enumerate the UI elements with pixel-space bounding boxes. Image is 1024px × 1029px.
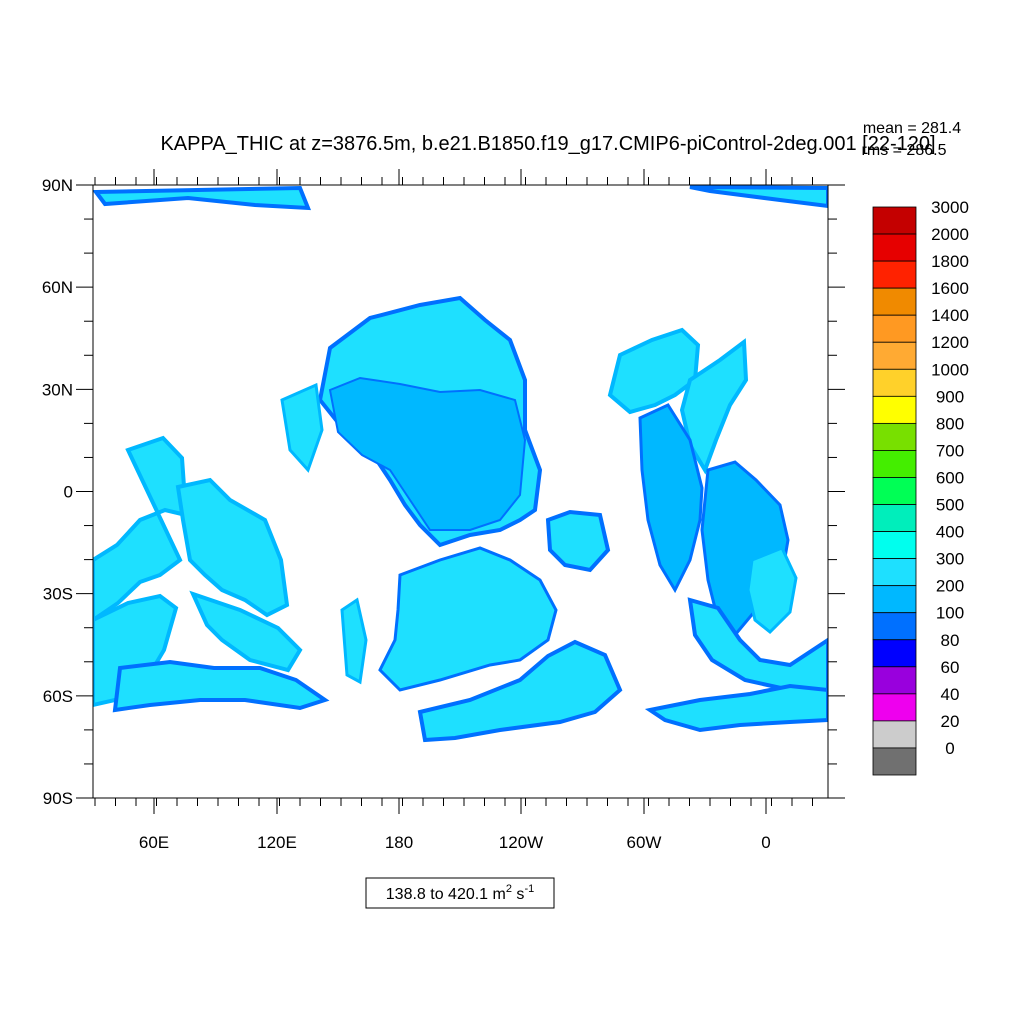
colorbar-swatch <box>872 233 917 262</box>
colorbar-label: 100 <box>936 604 964 623</box>
x-tick-label: 180 <box>385 833 413 852</box>
x-tick-label: 120E <box>257 833 297 852</box>
south-atlantic <box>687 597 828 703</box>
colorbar-label: 60 <box>941 658 960 677</box>
colorbar-label: 20 <box>941 712 960 731</box>
y-tick-label: 90S <box>43 789 73 808</box>
range-label: 138.8 to 420.1 m2 s-1 <box>365 877 555 909</box>
colorbar-label: 80 <box>941 631 960 650</box>
pacific-south-small <box>340 597 368 685</box>
colorbar-swatch <box>872 450 917 478</box>
x-tick-label: 0 <box>761 833 770 852</box>
y-tick-label: 30S <box>43 585 73 604</box>
mean-text: mean = 281.4 <box>863 120 961 137</box>
colorbar-swatch <box>872 693 917 722</box>
west-atlantic <box>638 403 704 594</box>
colorbar-swatch <box>872 314 917 343</box>
colorbar-swatch <box>872 368 917 397</box>
colorbar-swatch <box>872 422 917 451</box>
colorbar-swatch <box>872 504 917 532</box>
colorbar-label: 1600 <box>931 279 969 298</box>
atlantic-ridge-strip <box>679 338 749 475</box>
arctic-right-strip <box>689 185 828 209</box>
colorbar-label: 300 <box>936 550 964 569</box>
colorbar-swatch <box>872 287 917 316</box>
arctic-left-strip <box>93 185 312 211</box>
range-text: 138.8 to 420.1 m2 s-1 <box>386 883 534 903</box>
colorbar-swatch <box>872 720 917 749</box>
east-pacific-basin <box>545 509 611 573</box>
colorbar-label: 1800 <box>931 252 969 271</box>
colorbar-label: 700 <box>936 441 964 460</box>
colorbar-swatch <box>872 477 917 505</box>
y-ticks: 90N 60N 30N 0 30S 60S 90S <box>42 176 845 808</box>
southern-ocean-australia <box>112 659 330 713</box>
y-tick-label: 60S <box>43 687 73 706</box>
east-atlantic-south-basin <box>746 546 798 635</box>
chart-title: KAPPA_THIC at z=3876.5m, b.e21.B1850.f19… <box>160 133 935 155</box>
colorbar-label: 40 <box>941 685 960 704</box>
north-atlantic <box>607 327 701 415</box>
map-panel: 60E 120E 180 120W 60W 0 90N 60N 30N 0 30S 60S 90S <box>42 169 845 852</box>
colorbar-label: 2000 <box>931 225 969 244</box>
y-tick-label: 90N <box>42 176 73 195</box>
colorbar-label: 1200 <box>931 333 969 352</box>
southern-ocean-pacific <box>417 639 623 743</box>
colorbar-swatch <box>872 341 917 370</box>
colorbar: 3000200018001600140012001000900800700600… <box>872 198 969 776</box>
indian-ocean-south-west <box>93 593 179 708</box>
y-tick-label: 30N <box>42 380 73 399</box>
colorbar-label: 500 <box>936 496 964 515</box>
colorbar-swatch <box>872 585 917 614</box>
x-ticks: 60E 120E 180 120W 60W 0 <box>94 169 813 852</box>
colorbar-label: 1000 <box>931 360 969 379</box>
colorbar-label: 1400 <box>931 306 969 325</box>
x-tick-label: 60W <box>627 833 662 852</box>
colorbar-swatch <box>872 558 917 587</box>
colorbar-label: 800 <box>936 414 964 433</box>
north-pacific-deep <box>328 376 527 531</box>
range-box <box>365 877 555 909</box>
colorbar-swatch <box>872 639 917 668</box>
colorbar-swatch <box>872 747 917 776</box>
rms-text: rms = 286.5 <box>862 142 947 159</box>
pacific-island-chain <box>280 382 324 473</box>
colorbar-label: 900 <box>936 387 964 406</box>
colorbar-label: 200 <box>936 577 964 596</box>
colorbar-label: 0 <box>945 739 954 758</box>
x-tick-label: 60E <box>139 833 169 852</box>
x-tick-label: 120W <box>499 833 543 852</box>
south-pacific <box>378 546 558 692</box>
colorbar-label: 400 <box>936 523 964 542</box>
colorbar-swatch <box>872 531 917 560</box>
y-tick-label: 0 <box>64 483 73 502</box>
y-tick-label: 60N <box>42 278 73 297</box>
colorbar-label: 3000 <box>931 198 969 217</box>
weddell-sea <box>644 683 828 733</box>
colorbar-swatch <box>872 666 917 695</box>
indian-ocean-west <box>93 435 189 623</box>
colorbar-label: 600 <box>936 468 964 487</box>
ocean-field <box>93 185 828 743</box>
colorbar-swatch <box>872 260 917 289</box>
southern-ocean-indian <box>189 590 303 673</box>
indian-ocean-central <box>175 477 290 618</box>
colorbar-swatch <box>872 206 917 235</box>
colorbar-swatch <box>872 395 917 424</box>
colorbar-swatch <box>872 612 917 641</box>
